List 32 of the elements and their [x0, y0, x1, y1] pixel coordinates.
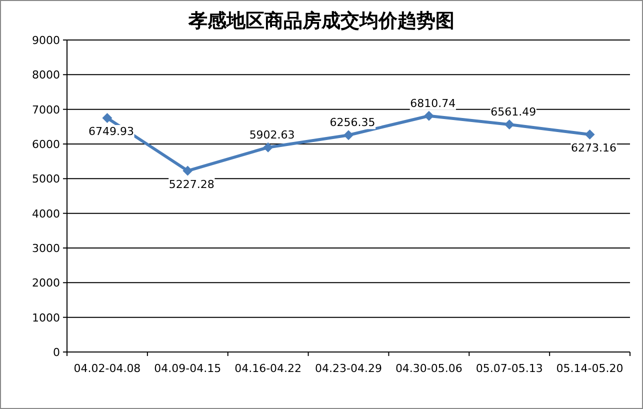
data-label: 6561.49 — [490, 106, 536, 119]
y-tick-label: 4000 — [32, 207, 60, 220]
y-tick-label: 9000 — [32, 34, 60, 47]
point — [263, 142, 274, 152]
point — [504, 120, 514, 130]
y-tick-label: 8000 — [32, 68, 60, 82]
y-tick-label: 0 — [53, 346, 60, 359]
y-tick-label: 7000 — [32, 103, 60, 116]
point — [102, 113, 112, 123]
point — [584, 130, 595, 140]
y-tick-label: 6000 — [32, 138, 60, 151]
data-label: 5227.28 — [168, 178, 214, 191]
y-tick-label: 3000 — [32, 242, 60, 255]
x-tick-label: 05.14-05.20 — [556, 362, 624, 375]
x-tick-label: 04.23-04.29 — [315, 362, 382, 375]
point — [424, 110, 434, 121]
data-label: 5902.63 — [249, 128, 295, 142]
y-tick-label: 2000 — [32, 276, 60, 290]
x-tick-label: 04.16-04.22 — [234, 362, 302, 375]
data-label: 6273.16 — [571, 142, 617, 155]
x-tick-label: 04.09-04.15 — [154, 362, 222, 375]
data-label: 6256.35 — [330, 116, 376, 130]
data-label: 6749.93 — [88, 125, 134, 138]
y-tick-label: 5000 — [32, 172, 60, 186]
point — [182, 166, 193, 176]
point — [344, 130, 354, 140]
x-tick-label: 04.30-05.06 — [395, 362, 462, 375]
data-label: 6810.74 — [410, 96, 456, 110]
chart-title: 孝感地区商品房成交均价趋势图 — [188, 10, 454, 32]
x-tick-label: 04.02-04.08 — [74, 362, 141, 375]
x-tick-label: 05.07-05.13 — [476, 362, 543, 375]
y-tick-label: 1000 — [32, 311, 60, 324]
